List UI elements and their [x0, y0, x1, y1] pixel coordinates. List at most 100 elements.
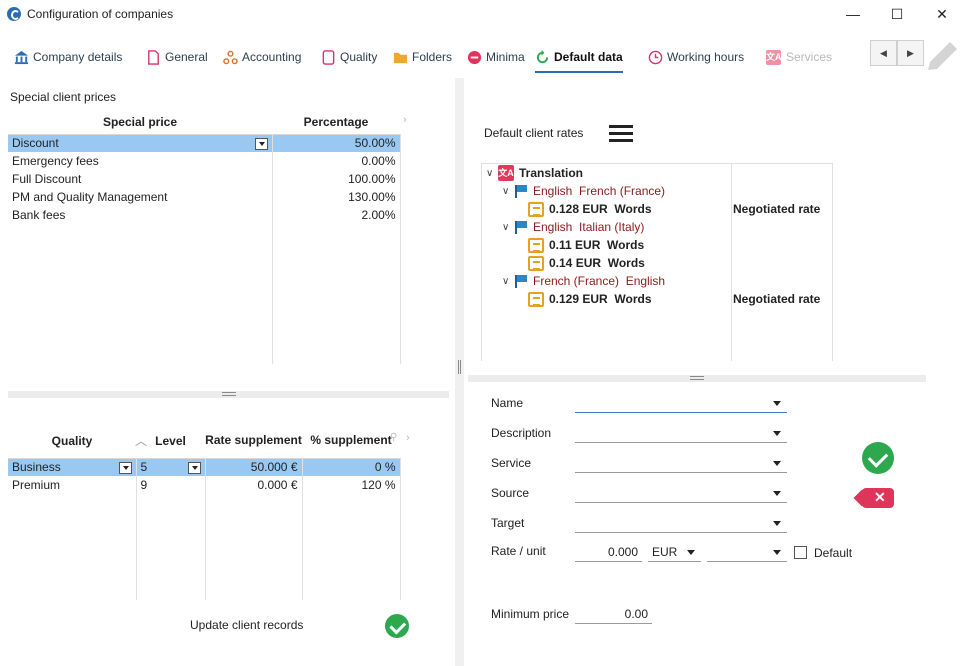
level-cell[interactable]: 5	[136, 458, 206, 476]
dropdown-arrow-icon[interactable]	[187, 462, 201, 475]
splitter-grip-icon	[690, 376, 704, 380]
service-combo[interactable]	[575, 453, 787, 473]
translate-icon: 文A	[766, 49, 782, 65]
source-label: Source	[491, 486, 530, 500]
currency-combo[interactable]: EUR	[648, 542, 701, 562]
column-header-rate-supplement[interactable]: Rate supplement	[205, 424, 302, 459]
folder-icon	[393, 52, 408, 63]
column-header-special-price[interactable]: Special price	[8, 110, 272, 135]
scroll-right-icon: ›	[403, 114, 407, 126]
dropdown-arrow-icon[interactable]	[254, 138, 268, 151]
tree-node-rate[interactable]: 0.128 EUR Words	[528, 200, 652, 218]
column-header-pct-supplement[interactable]: % supplement	[302, 424, 400, 459]
close-window-button[interactable]: ✕	[936, 6, 948, 22]
maximize-button[interactable]: ☐	[890, 6, 904, 22]
tab-scroll-right-button[interactable]: ▶	[897, 40, 924, 66]
level-cell[interactable]: 9	[136, 476, 206, 494]
column-header-quality[interactable]: Quality	[8, 424, 136, 459]
percentage-cell[interactable]: 130.00%	[272, 188, 401, 206]
default-rates-title: Default client rates	[484, 126, 584, 140]
rate-cell[interactable]: 50.000 €	[205, 458, 303, 476]
tree-node-language-pair[interactable]: ∨ English Italian (Italy)	[502, 220, 645, 234]
tab-minima[interactable]: Minima	[467, 46, 525, 68]
name-combo[interactable]	[575, 393, 787, 413]
percentage-cell[interactable]: 0.00%	[272, 152, 401, 170]
price-cell[interactable]: Emergency fees	[8, 152, 273, 170]
vertical-splitter[interactable]	[455, 78, 464, 666]
pct-cell[interactable]: 120 %	[302, 476, 401, 494]
save-rate-button[interactable]	[862, 442, 894, 474]
tab-default-data[interactable]: Default data	[535, 46, 623, 73]
splitter-grip-icon	[221, 392, 236, 396]
column-header-level[interactable]: Level	[136, 424, 205, 459]
minimum-price-label: Minimum price	[491, 607, 570, 621]
rate-input[interactable]: 0.000	[575, 542, 642, 562]
flag-icon	[514, 184, 528, 198]
tab-accounting[interactable]: Accounting	[223, 46, 301, 68]
chevron-down-icon[interactable]: ∨	[502, 275, 510, 287]
update-client-records-button[interactable]	[385, 614, 409, 638]
table-row[interactable]: PM and Quality Management 130.00%	[8, 188, 401, 206]
description-label: Description	[491, 426, 552, 440]
price-cell[interactable]: Discount	[8, 134, 273, 152]
table-row[interactable]: Premium 9 0.000 € 120 %	[8, 476, 401, 494]
rates-tree: ∨ 文A Translation ∨ English French (Franc…	[481, 163, 833, 361]
table-row[interactable]: Bank fees 2.00%	[8, 206, 401, 224]
splitter-grip-icon	[458, 360, 461, 374]
minimize-button[interactable]: —	[846, 6, 860, 22]
tab-scroll-left-button[interactable]: ◀	[870, 40, 897, 66]
tree-node-rate[interactable]: 0.129 EUR Words	[528, 290, 652, 308]
menu-icon[interactable]	[609, 125, 633, 142]
tree-node-rate[interactable]: 0.14 EUR Words	[528, 254, 645, 272]
percentage-cell[interactable]: 2.00%	[272, 206, 401, 224]
translate-icon: 文A	[498, 165, 514, 181]
percentage-cell[interactable]: 50.00%	[272, 134, 401, 152]
table-row[interactable]: Emergency fees 0.00%	[8, 152, 401, 170]
tab-folders[interactable]: Folders	[393, 46, 452, 68]
table-row[interactable]: Discount 50.00%	[8, 134, 401, 152]
tree-node-language-pair[interactable]: ∨ English French (France)	[502, 184, 666, 198]
left-horizontal-splitter[interactable]	[8, 391, 449, 398]
description-combo[interactable]	[575, 423, 787, 443]
rate-cell[interactable]: 0.000 €	[205, 476, 303, 494]
chevron-down-icon[interactable]: ∨	[502, 221, 510, 233]
title-bar: Configuration of companies — ☐ ✕	[0, 0, 966, 30]
quality-cell[interactable]: Premium	[8, 476, 137, 494]
rate-icon	[528, 255, 544, 271]
accounting-icon	[223, 50, 238, 64]
tab-working-hours[interactable]: Working hours	[648, 46, 744, 68]
pct-cell[interactable]: 0 %	[302, 458, 401, 476]
chevron-down-icon[interactable]: ∨	[502, 185, 510, 197]
table-row[interactable]: Business 5 50.000 € 0 %	[8, 458, 401, 476]
price-cell[interactable]: Full Discount	[8, 170, 273, 188]
chevron-down-icon[interactable]: ∨	[486, 167, 494, 179]
target-combo[interactable]	[575, 513, 787, 533]
rate-icon	[528, 201, 544, 217]
window-title: Configuration of companies	[27, 7, 174, 21]
tree-node-rate[interactable]: 0.11 EUR Words	[528, 236, 644, 254]
unit-combo[interactable]	[707, 542, 787, 562]
default-checkbox[interactable]	[794, 546, 807, 559]
table-filler	[8, 224, 401, 364]
document-icon	[148, 49, 159, 65]
edit-pencil-icon[interactable]	[924, 40, 960, 74]
tab-general[interactable]: General	[146, 46, 208, 68]
column-header-percentage[interactable]: Percentage	[272, 110, 400, 135]
price-cell[interactable]: PM and Quality Management	[8, 188, 273, 206]
special-prices-table: Special price Percentage Discount 50.00%…	[8, 110, 401, 364]
minimum-price-input[interactable]: 0.00	[575, 604, 652, 624]
source-combo[interactable]	[575, 483, 787, 503]
tab-services[interactable]: 文A Services	[766, 49, 833, 65]
dropdown-arrow-icon[interactable]	[118, 462, 132, 475]
table-row[interactable]: Full Discount 100.00%	[8, 170, 401, 188]
price-cell[interactable]: Bank fees	[8, 206, 273, 224]
tab-company-details[interactable]: Company details	[14, 46, 122, 68]
quality-cell[interactable]: Business	[8, 458, 137, 476]
cancel-rate-button[interactable]: ✕	[862, 488, 894, 508]
flag-icon	[514, 274, 528, 288]
percentage-cell[interactable]: 100.00%	[272, 170, 401, 188]
tab-quality[interactable]: Quality	[321, 46, 377, 68]
tree-node-language-pair[interactable]: ∨ French (France) English	[502, 274, 666, 288]
right-horizontal-splitter[interactable]	[468, 375, 926, 382]
tree-node-service[interactable]: ∨ 文A Translation	[486, 165, 584, 181]
